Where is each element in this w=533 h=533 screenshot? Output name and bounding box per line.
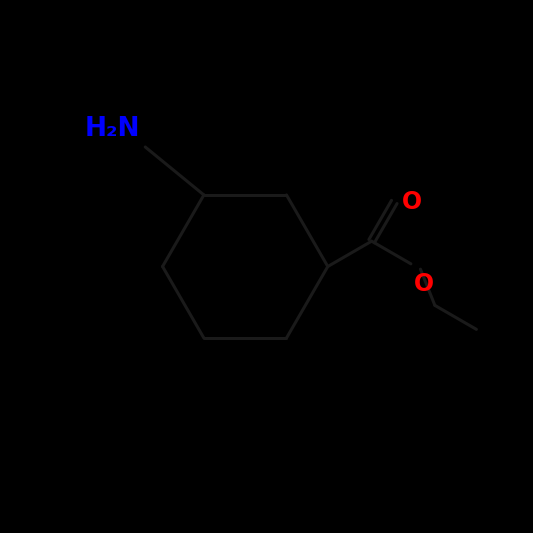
Text: H₂N: H₂N	[84, 116, 140, 142]
Text: O: O	[414, 272, 434, 296]
Text: O: O	[402, 190, 423, 214]
